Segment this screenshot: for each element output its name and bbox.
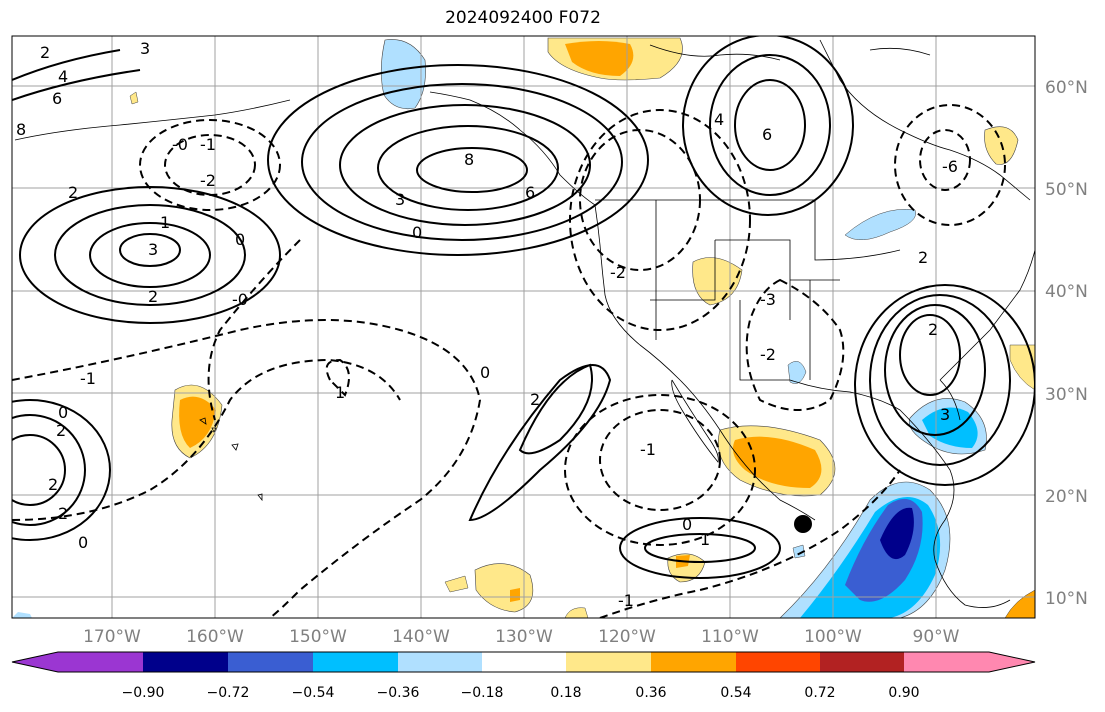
contour-label: 2 [530,390,540,409]
lat-label: 20°N [1045,487,1088,507]
contour-label: 0 [58,403,68,422]
contour-label: -0 [232,290,248,309]
contour-label: -1 [640,440,656,459]
marker-dot [794,515,812,533]
lon-label: 170°W [83,627,141,647]
graticule [12,36,1035,618]
contour-label: 2 [56,421,66,440]
contour-label: 6 [762,125,772,144]
contour-label: 3 [395,190,405,209]
contour-label: 6 [525,183,535,202]
colorbar-segment [58,652,143,672]
colorbar-tick: −0.36 [377,685,420,701]
colorbar-segment [904,652,989,672]
contour-label: 0 [682,515,692,534]
lon-label: 120°W [598,627,656,647]
contour-label: 6 [52,89,62,108]
contours-negative [12,104,1006,618]
lon-label: 150°W [289,627,347,647]
lon-label: 160°W [186,627,244,647]
lon-label: 90°W [913,627,960,647]
contour-label: 2 [58,504,68,523]
contour-label: -2 [760,345,776,364]
contour-label: -0 [172,135,188,154]
lat-label: 10°N [1045,589,1088,609]
contour-label: 4 [58,67,68,86]
colorbar-tick: −0.90 [122,685,165,701]
colorbar-tick: 0.36 [635,685,666,701]
contours-positive [12,36,1035,579]
colorbar-segment [398,652,482,672]
colorbar-over-arrow [989,652,1035,672]
contour-label-group: 2 3 4 6 8 2 0 -1 -2 1 3 2 -0 8 6 3 0 4 6… [16,39,958,610]
colorbar-under-arrow [12,652,58,672]
contour-label: 2 [40,43,50,62]
colorbar-segment [228,652,313,672]
colorbar-tick: −0.54 [292,685,335,701]
contour-label: -1 [618,591,634,610]
colorbar: −0.90 −0.72 −0.54 −0.36 −0.18 0.18 0.36 … [11,651,1036,701]
contour-label: 8 [464,150,474,169]
coastlines [14,39,1035,608]
colorbar-tick: 0.90 [888,685,919,701]
map-title: 2024092400 F072 [445,8,601,28]
contour-label: 2 [918,248,928,267]
contour-label: 2 [148,287,158,306]
colorbar-tick: −0.72 [207,685,250,701]
colorbar-tick: −0.18 [461,685,504,701]
contour-label: 0 [78,533,88,552]
latitude-labels: 60°N 50°N 40°N 30°N 20°N 10°N [1045,78,1088,609]
lat-label: 30°N [1045,385,1088,405]
contour-label: 0 [480,363,490,382]
colorbar-segment [820,652,904,672]
contour-label: -2 [610,263,626,282]
contour-label: 3 [940,405,950,424]
lat-label: 50°N [1045,180,1088,200]
contour-label: 8 [16,120,26,139]
contour-label: -1 [80,369,96,388]
longitude-labels: 170°W 160°W 150°W 140°W 130°W 120°W 110°… [83,627,960,647]
colorbar-tick: 0.18 [550,685,581,701]
contour-label: -3 [760,290,776,309]
colorbar-segment [736,652,820,672]
contour-label: -1 [200,135,216,154]
contour-label: 2 [928,320,938,339]
lon-label: 140°W [392,627,450,647]
colorbar-segment [651,652,736,672]
contour-label: 0 [412,223,422,242]
contour-label: 2 [48,475,58,494]
colorbar-segment [482,652,566,672]
lat-label: 40°N [1045,282,1088,302]
contour-label: -2 [200,171,216,190]
contour-label: -6 [942,157,958,176]
colorbar-tick: 0.72 [804,685,835,701]
contour-label: 2 [68,183,78,202]
contour-label: 3 [148,240,158,259]
lat-label: 60°N [1045,78,1088,98]
contour-label: 1 [160,213,170,232]
contour-label: 1 [700,530,710,549]
lon-label: 130°W [495,627,553,647]
colorbar-segment [566,652,651,672]
colorbar-segment [313,652,398,672]
colorbar-tick: 0.54 [720,685,751,701]
contour-label: 4 [714,110,724,129]
lon-label: 110°W [701,627,759,647]
contour-label: 0 [235,230,245,249]
colorbar-segment [143,652,228,672]
contour-label: 3 [140,39,150,58]
lon-label: 100°W [804,627,862,647]
contour-label: 1 [335,383,345,402]
map-frame [11,35,1036,619]
